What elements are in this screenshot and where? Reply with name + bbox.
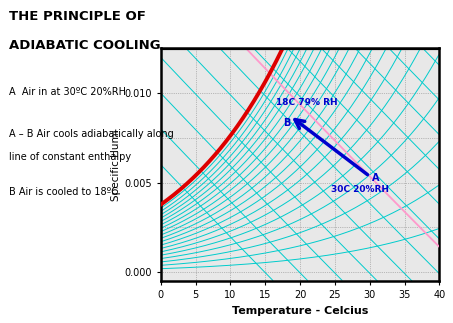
- Text: B: B: [283, 118, 290, 128]
- Text: A: A: [372, 173, 379, 183]
- Text: line of constant enthalpy: line of constant enthalpy: [9, 152, 131, 162]
- Text: B Air is cooled to 18ºC: B Air is cooled to 18ºC: [9, 187, 118, 197]
- X-axis label: Temperature - Celcius: Temperature - Celcius: [232, 306, 368, 316]
- Text: 30C 20%RH: 30C 20%RH: [332, 184, 390, 193]
- Text: A  Air in at 30ºC 20%RH: A Air in at 30ºC 20%RH: [9, 87, 126, 97]
- Text: A – B Air cools adiabatically along: A – B Air cools adiabatically along: [9, 129, 174, 139]
- Text: 18C 79% RH: 18C 79% RH: [276, 98, 337, 107]
- Text: THE PRINCIPLE OF: THE PRINCIPLE OF: [9, 10, 146, 23]
- Y-axis label: Specific Humi: Specific Humi: [111, 129, 121, 201]
- Text: ADIABATIC COOLING: ADIABATIC COOLING: [9, 39, 161, 52]
